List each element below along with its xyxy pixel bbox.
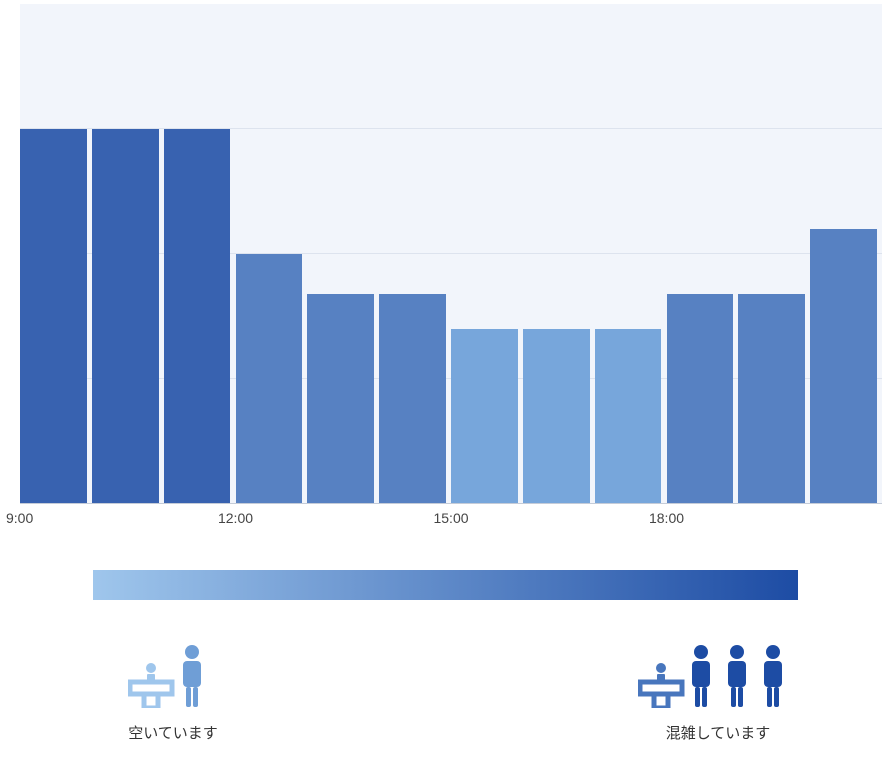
chart-bar <box>379 294 446 504</box>
legend-crowded-icon <box>628 628 808 708</box>
congestion-chart-panel: 9:00 12:00 15:00 18:00 <box>0 0 894 777</box>
x-tick-label: 12:00 <box>218 510 253 526</box>
chart-bar <box>810 229 877 504</box>
counter-icon <box>640 663 682 708</box>
legend-empty-label: 空いています <box>83 722 263 743</box>
people-icon <box>692 645 782 707</box>
x-tick-label: 15:00 <box>433 510 468 526</box>
legend-row: 空いています 混雑してい <box>93 628 798 748</box>
chart-bar <box>667 294 734 504</box>
x-tick-label: 18:00 <box>649 510 684 526</box>
legend-gradient-bar <box>93 570 798 600</box>
x-axis-line <box>20 503 882 504</box>
chart-area <box>20 4 882 504</box>
chart-bar <box>595 329 662 504</box>
legend: 空いています 混雑してい <box>93 570 798 600</box>
legend-empty-icon <box>83 628 263 708</box>
legend-item-crowded: 混雑しています <box>628 628 808 743</box>
chart-bar <box>236 254 303 504</box>
chart-bar <box>451 329 518 504</box>
chart-bars <box>20 4 882 504</box>
chart-bar <box>307 294 374 504</box>
x-tick-label: 9:00 <box>6 510 33 526</box>
x-axis-ticks: 9:0012:0015:0018:00 <box>20 510 882 534</box>
counter-icon <box>130 663 172 708</box>
chart-bar <box>523 329 590 504</box>
legend-crowded-label: 混雑しています <box>628 722 808 743</box>
chart-bar <box>92 129 159 504</box>
person-icon <box>183 645 201 707</box>
chart-bar <box>20 129 87 504</box>
chart-bar <box>164 129 231 504</box>
chart-bar <box>738 294 805 504</box>
chart-plot <box>20 4 882 504</box>
legend-item-empty: 空いています <box>83 628 263 743</box>
